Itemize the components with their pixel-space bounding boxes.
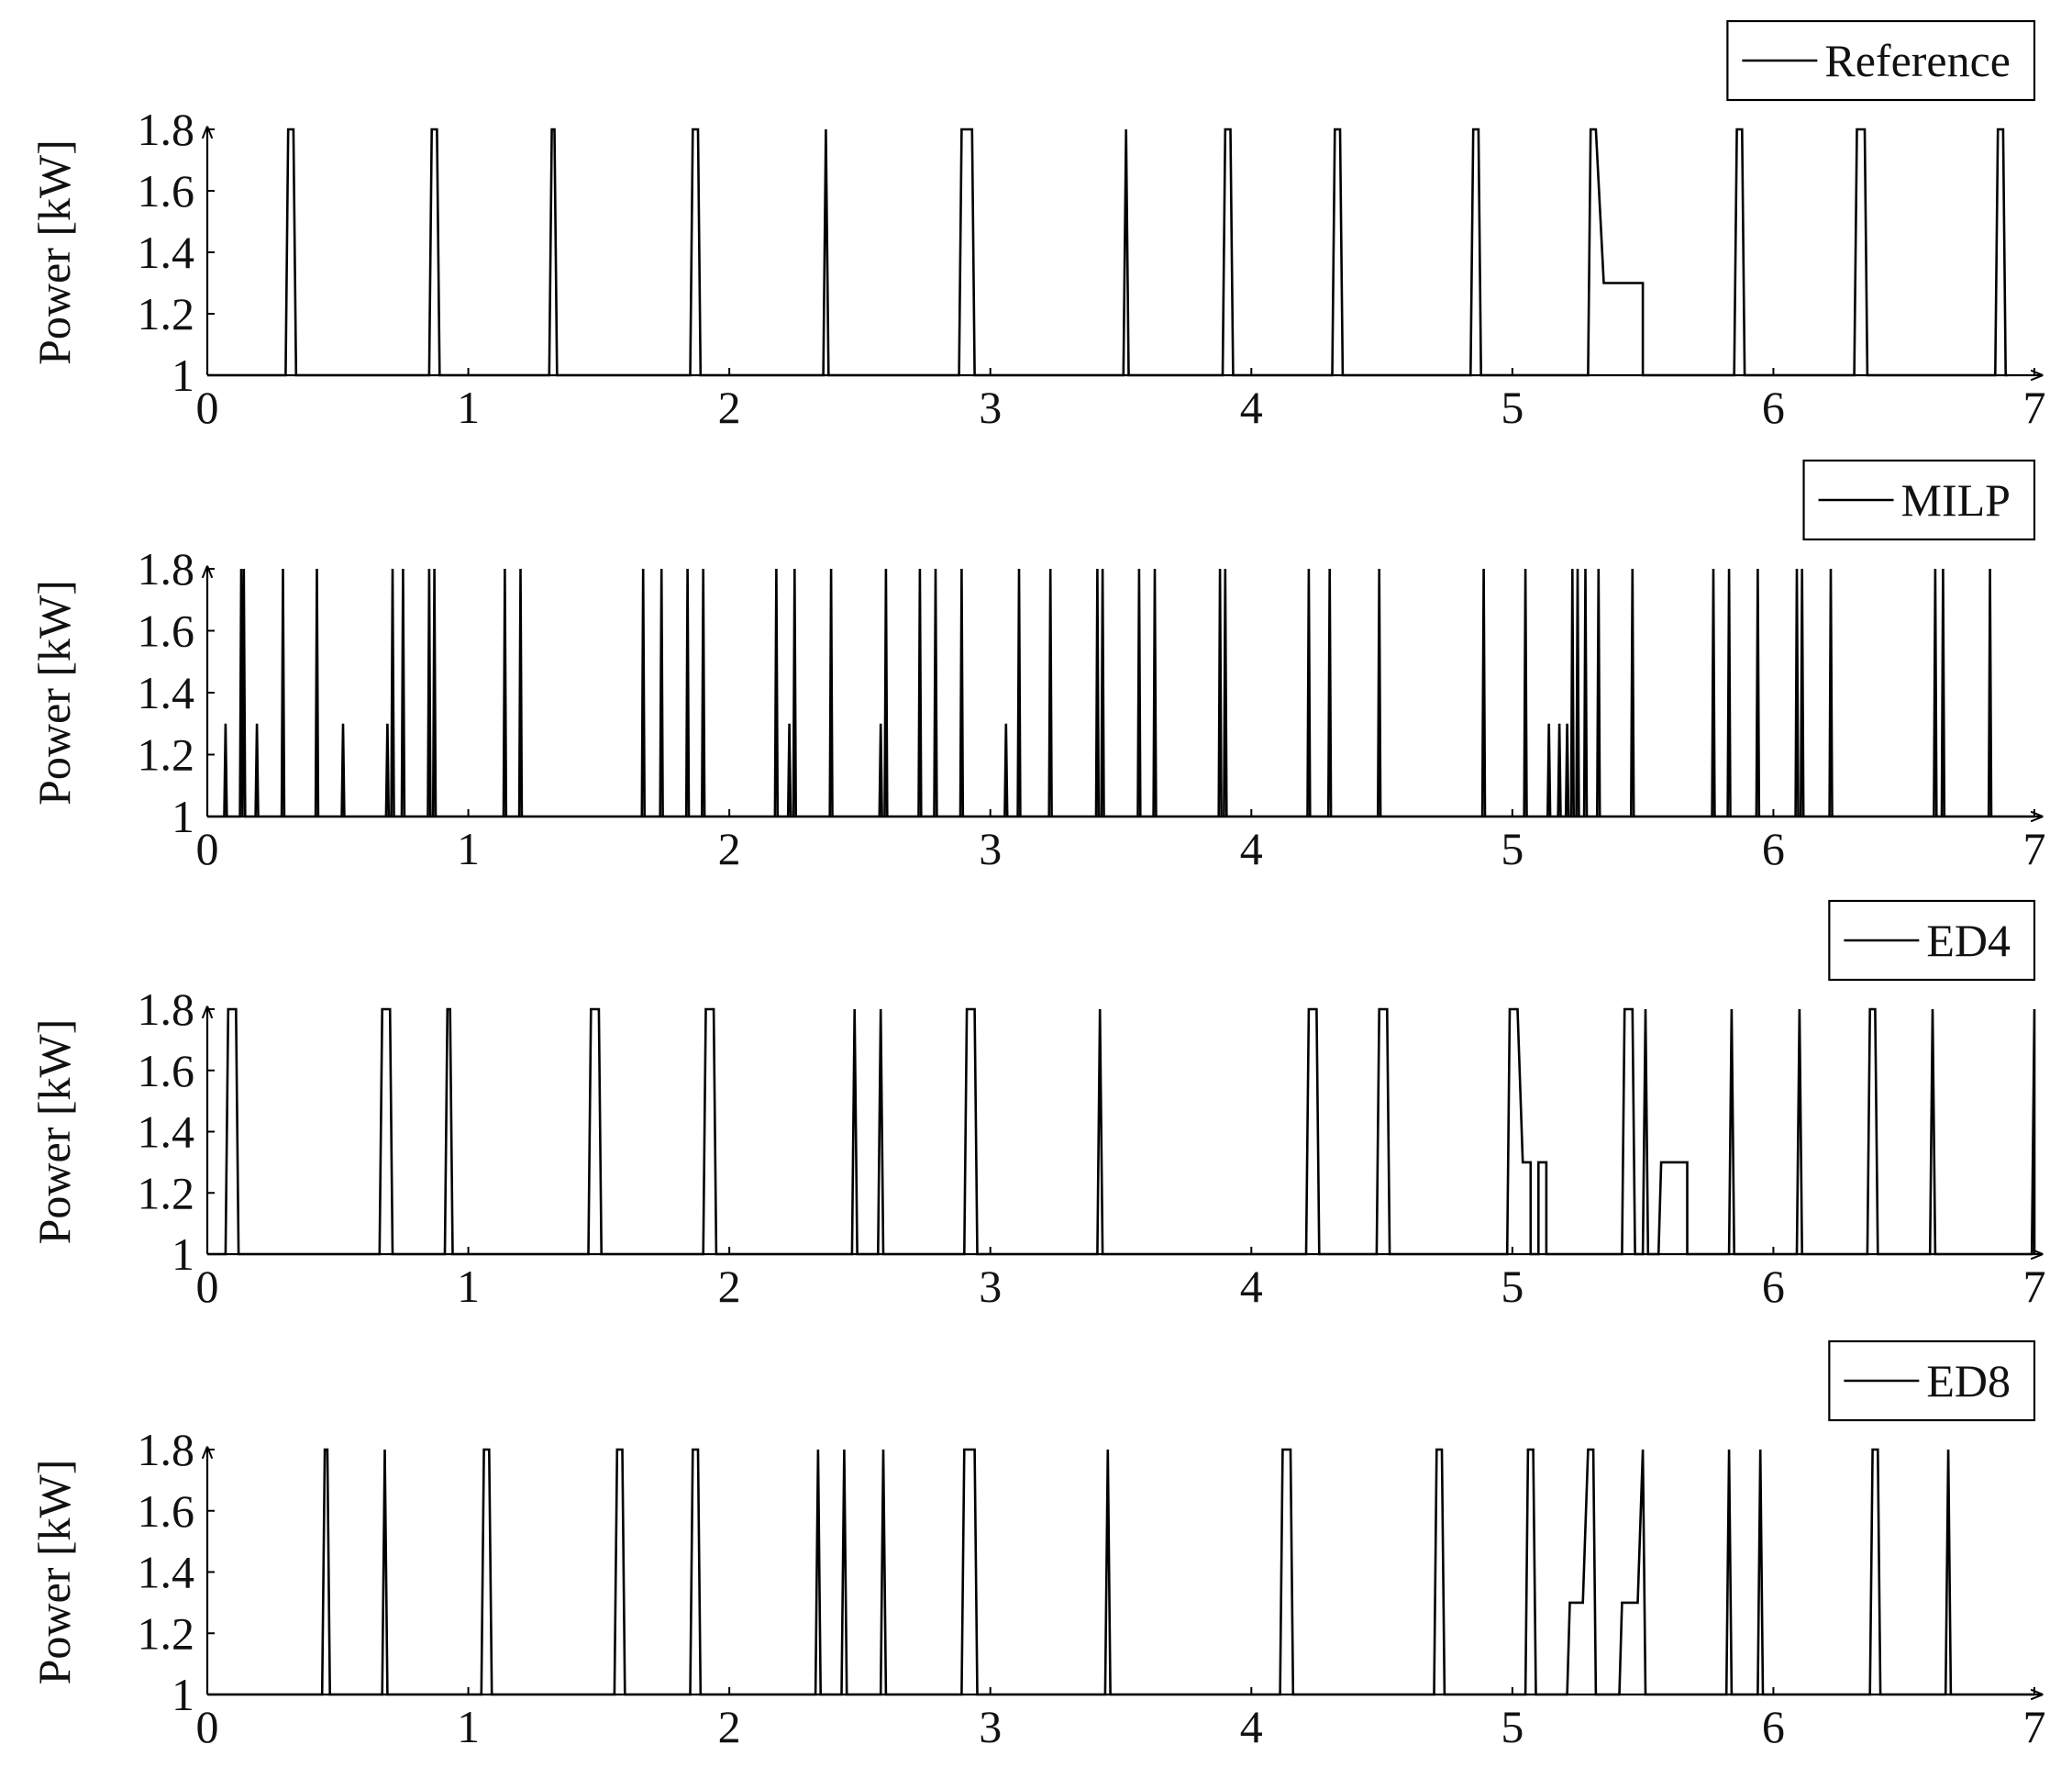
- y-tick-label: 1.6: [138, 606, 195, 657]
- y-tick-label: 1.2: [138, 729, 195, 781]
- y-axis-label: Power [kW]: [28, 139, 80, 365]
- y-tick-label: 1.4: [138, 1547, 195, 1598]
- legend: ED4: [1828, 899, 2036, 982]
- y-tick-label: 1: [172, 1228, 194, 1280]
- x-tick-label: 5: [1501, 823, 1524, 874]
- x-tick-label: 6: [1762, 1261, 1785, 1312]
- x-tick-label: 4: [1240, 1701, 1263, 1752]
- y-tick-label: 1.8: [138, 983, 195, 1035]
- y-tick-label: 1: [172, 350, 194, 401]
- y-tick-label: 1: [172, 791, 194, 842]
- x-tick-label: 3: [979, 1261, 1002, 1312]
- legend-label: ED8: [1926, 1355, 2011, 1406]
- data-line: [207, 128, 2009, 377]
- x-tick-label: 5: [1501, 1261, 1524, 1312]
- legend: ED8: [1828, 1339, 2036, 1422]
- x-tick-label: 2: [718, 382, 741, 433]
- x-tick-label: 0: [196, 1261, 219, 1312]
- x-tick-label: 4: [1240, 823, 1263, 874]
- y-tick-label: 1.8: [138, 1424, 195, 1475]
- y-tick-label: 1.2: [138, 1167, 195, 1218]
- x-tick-label: 0: [196, 382, 219, 433]
- y-tick-label: 1.6: [138, 1045, 195, 1096]
- y-tick-label: 1: [172, 1669, 194, 1720]
- legend: Reference: [1726, 19, 2036, 102]
- x-tick-label: 6: [1762, 382, 1785, 433]
- x-tick-label: 3: [979, 823, 1002, 874]
- legend-label: ED4: [1926, 915, 2011, 966]
- y-axis-label: Power [kW]: [28, 1019, 80, 1245]
- y-tick-label: 1.6: [138, 1485, 195, 1537]
- x-tick-label: 0: [196, 823, 219, 874]
- x-tick-label: 1: [457, 1261, 480, 1312]
- x-tick-label: 1: [457, 382, 480, 433]
- y-axis-label: Power [kW]: [28, 1460, 80, 1685]
- x-tick-label: 7: [2023, 1701, 2046, 1752]
- x-tick-label: 1: [457, 1701, 480, 1752]
- data-line: [207, 1007, 2036, 1256]
- y-tick-label: 1.8: [138, 104, 195, 155]
- x-tick-label: 4: [1240, 1261, 1263, 1312]
- x-tick-label: 7: [2023, 382, 2046, 433]
- x-tick-label: 4: [1240, 382, 1263, 433]
- legend-box: [1802, 459, 2036, 541]
- data-line: [207, 568, 2034, 818]
- x-tick-label: 3: [979, 1701, 1002, 1752]
- x-tick-label: 3: [979, 382, 1002, 433]
- y-axis-label: Power [kW]: [28, 580, 80, 806]
- x-tick-label: 5: [1501, 1701, 1524, 1752]
- x-tick-label: 6: [1762, 823, 1785, 874]
- legend-label: Reference: [1824, 35, 2011, 86]
- x-tick-label: 2: [718, 823, 741, 874]
- legend: MILP: [1802, 459, 2036, 541]
- y-tick-label: 1.6: [138, 165, 195, 217]
- x-tick-label: 0: [196, 1701, 219, 1752]
- y-tick-label: 1.8: [138, 543, 195, 594]
- x-tick-label: 7: [2023, 823, 2046, 874]
- x-tick-label: 2: [718, 1701, 741, 1752]
- y-tick-label: 1.4: [138, 667, 195, 718]
- x-tick-label: 2: [718, 1261, 741, 1312]
- data-line: [207, 1448, 2034, 1696]
- y-tick-label: 1.4: [138, 1106, 195, 1158]
- y-tick-label: 1.4: [138, 227, 195, 278]
- y-tick-label: 1.2: [138, 1607, 195, 1659]
- x-tick-label: 5: [1501, 382, 1524, 433]
- legend-label: MILP: [1901, 474, 2011, 526]
- y-tick-label: 1.2: [138, 288, 195, 339]
- x-tick-label: 7: [2023, 1261, 2046, 1312]
- x-tick-label: 6: [1762, 1701, 1785, 1752]
- x-tick-label: 1: [457, 823, 480, 874]
